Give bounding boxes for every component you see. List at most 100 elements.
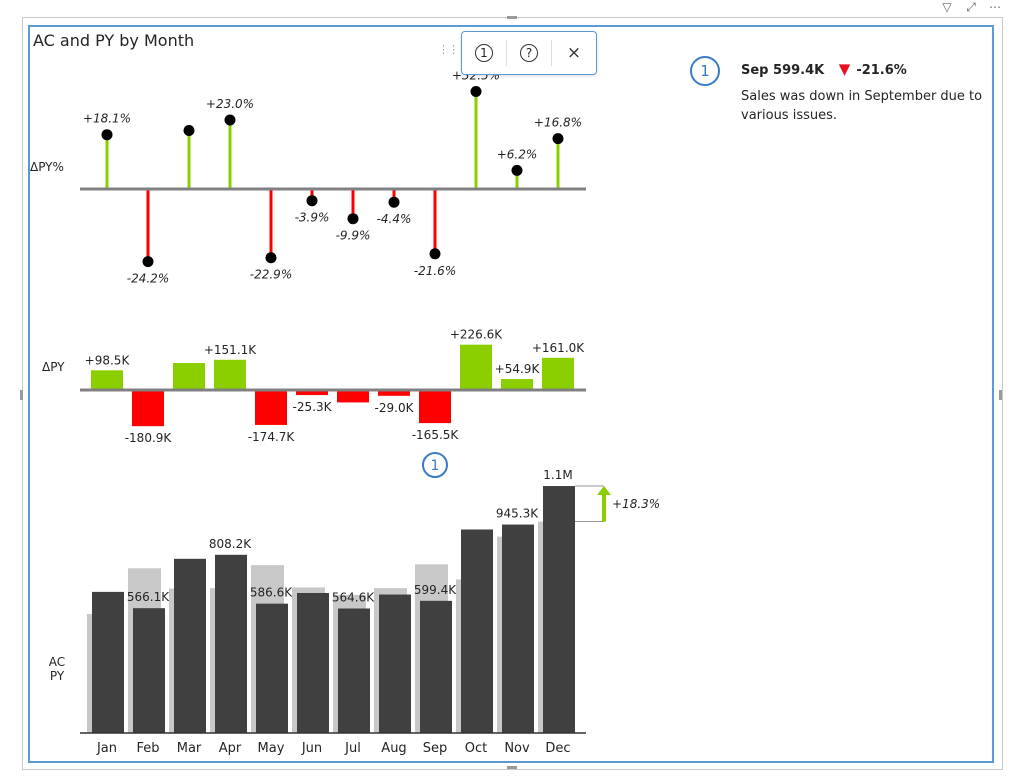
comment-delta: -21.6% — [856, 63, 907, 78]
focus-mode-icon[interactable]: ⤢ — [966, 0, 976, 14]
sep-comment-marker-label: 1 — [431, 458, 440, 474]
delta-percent-chart: ΔPY% +18.1% -24.2% +23.0% -22.9% -3.9% -9.9% -4… — [30, 69, 586, 286]
sep-comment-marker — [422, 452, 448, 478]
month-tick-label: Oct — [465, 741, 487, 756]
ac-bar — [92, 591, 124, 733]
delta-py-bar — [173, 363, 205, 390]
delta-py-data-label: -180.9K — [125, 431, 173, 445]
delta-py-chart: ΔPY +98.5K -180.9K +151.1K -174.7K -25.3K -29.… — [42, 328, 586, 478]
comment-number-badge[interactable]: 1 — [690, 56, 720, 86]
lollipop-dot — [142, 256, 154, 268]
month-tick-label: Jul — [344, 741, 361, 756]
month-tick-label: Dec — [545, 741, 570, 756]
lollipop-dot — [183, 125, 195, 136]
ac-bar — [256, 603, 288, 733]
down-triangle-icon: ▼ — [838, 60, 851, 78]
lollipop-dot — [306, 195, 318, 207]
delta-percent-data-label: +6.2% — [497, 147, 538, 161]
delta-py-data-label: -174.7K — [248, 430, 296, 444]
delta-percent-data-label: +16.8% — [534, 116, 582, 130]
py-axis-label: PY — [50, 669, 65, 683]
ac-bar — [379, 594, 411, 733]
filter-icon[interactable]: ▽ — [942, 0, 952, 14]
ac-bar — [174, 558, 206, 733]
delta-py-axis-label: ΔPY — [42, 360, 65, 374]
ac-bar — [338, 608, 370, 733]
delta-percent-data-label: -4.4% — [377, 212, 412, 226]
delta-py-data-label: +54.9K — [495, 362, 541, 376]
dec-growth-arrow-head — [597, 486, 611, 496]
more-options-icon[interactable]: ⋯ — [989, 0, 1001, 14]
help-icon: ? — [520, 44, 538, 62]
delta-percent-data-label: -24.2% — [127, 272, 169, 286]
popup-divider — [506, 40, 507, 66]
delta-py-data-label: -25.3K — [293, 400, 333, 414]
lollipop-dot — [265, 252, 277, 264]
month-tick-label: Nov — [504, 741, 530, 756]
delta-py-data-label: +226.6K — [450, 328, 503, 342]
resize-handle-bottom[interactable] — [507, 766, 517, 769]
month-tick-label: Sep — [423, 741, 448, 756]
ac-bar — [502, 524, 534, 733]
close-icon: × — [566, 43, 582, 63]
lollipop-dot — [470, 86, 482, 97]
lollipop-dot — [388, 196, 400, 208]
comment-text: Sales was down in September due to vario… — [741, 89, 983, 123]
delta-py-bar — [132, 390, 164, 427]
delta-py-bar — [460, 344, 492, 390]
delta-py-bar — [296, 390, 328, 396]
resize-handle-top[interactable] — [507, 16, 517, 19]
ac-axis-label: AC — [49, 655, 65, 669]
ac-data-label: 945.3K — [496, 507, 539, 521]
delta-py-bar — [255, 390, 287, 425]
ac-bar — [215, 554, 247, 733]
delta-py-data-label: +161.0K — [532, 341, 585, 355]
month-tick-label: Jun — [301, 741, 322, 756]
close-popup-button[interactable]: × — [552, 32, 596, 74]
ac-bar — [133, 608, 165, 733]
lollipop-dot — [429, 248, 441, 260]
popup-divider — [551, 40, 552, 66]
delta-percent-data-label: -3.9% — [295, 211, 330, 225]
comment-popup: 1 ? × — [461, 31, 597, 75]
delta-py-bar — [542, 357, 574, 390]
ac-data-label: 808.2K — [209, 537, 252, 551]
delta-py-bar — [337, 390, 369, 403]
visual-selection-frame — [28, 25, 994, 763]
help-button[interactable]: ? — [507, 32, 551, 74]
lollipop-dot — [101, 129, 113, 141]
month-tick-label: Apr — [219, 741, 242, 756]
delta-py-bar — [378, 390, 410, 396]
ac-data-label: 599.4K — [414, 583, 457, 597]
delta-py-bar — [91, 370, 123, 390]
comment-header: Sep 599.4K ▼ -21.6% — [741, 60, 907, 78]
month-tick-label: Mar — [177, 741, 202, 756]
ac-bar — [543, 486, 575, 733]
lollipop-dot — [552, 133, 564, 145]
ac-data-label: 1.1M — [543, 468, 572, 482]
delta-percent-data-label: +23.0% — [206, 97, 254, 111]
delta-percent-data-label: -21.6% — [414, 264, 456, 278]
chart-title: AC and PY by Month — [33, 31, 195, 50]
dec-growth-annotation: +18.3% — [612, 497, 660, 511]
resize-handle-right[interactable] — [999, 390, 1002, 400]
delta-py-data-label: -165.5K — [412, 428, 460, 442]
ac-data-label: 564.6K — [332, 591, 375, 605]
ac-bar — [297, 592, 329, 733]
lollipop-dot — [224, 114, 236, 126]
delta-percent-data-label: -22.9% — [250, 268, 292, 282]
ac-data-label: 586.6K — [250, 586, 293, 600]
comment-number-button[interactable]: 1 — [462, 32, 506, 74]
delta-py-data-label: +98.5K — [85, 353, 131, 367]
comment-month: Sep — [741, 63, 769, 78]
delta-py-bar — [214, 359, 246, 390]
delta-percent-data-label: -9.9% — [336, 229, 371, 243]
resize-handle-left[interactable] — [20, 390, 23, 400]
lollipop-dot — [347, 213, 359, 225]
delta-py-bar — [501, 379, 533, 390]
ac-bar — [420, 600, 452, 733]
drag-handle[interactable]: ⋮⋮ — [438, 43, 459, 56]
month-tick-label: May — [258, 741, 285, 756]
